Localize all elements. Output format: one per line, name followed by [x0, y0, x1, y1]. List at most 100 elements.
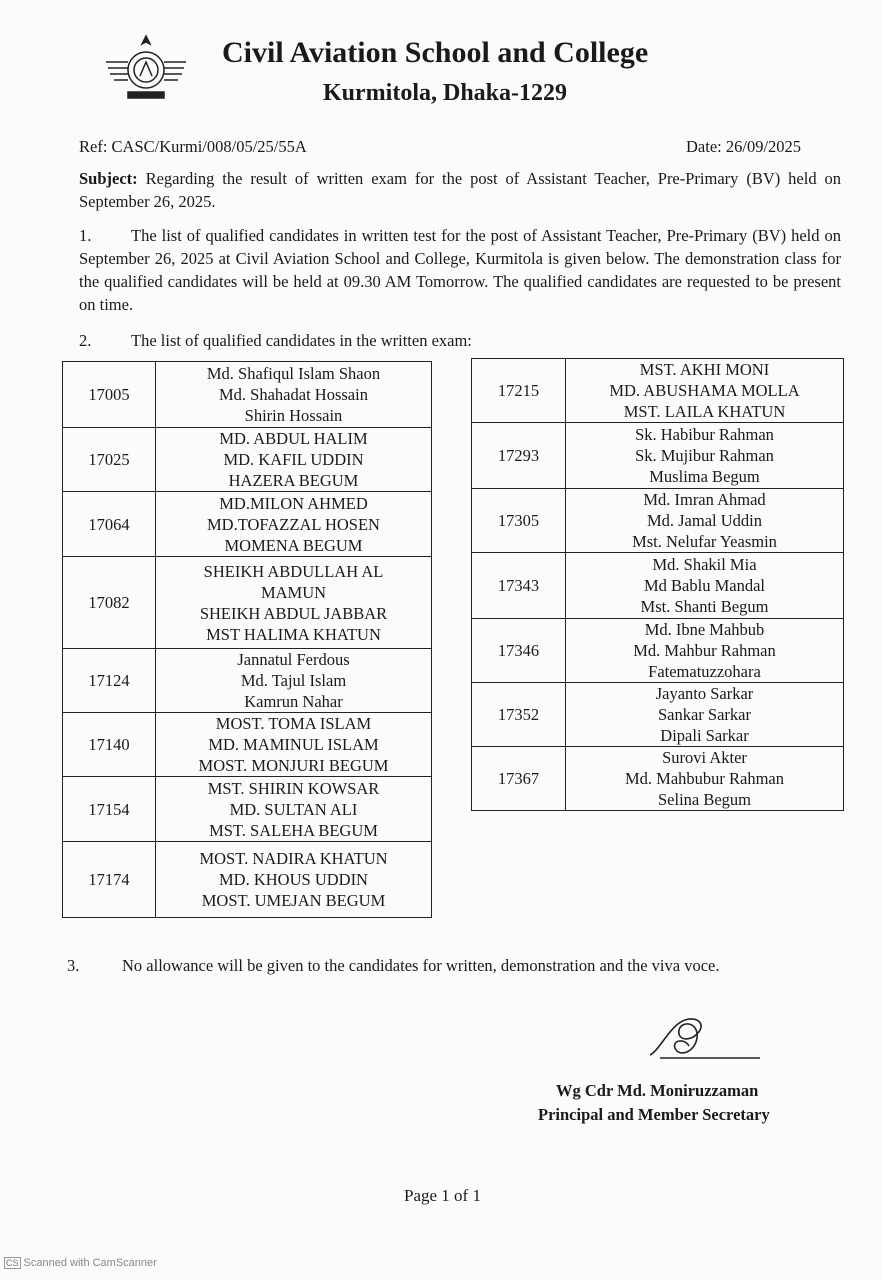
roll-number: 17005: [62, 361, 156, 428]
camscanner-icon: CS: [4, 1257, 21, 1269]
candidate-name: MST. LAILA KHATUN: [623, 402, 786, 421]
roll-number: 17346: [471, 618, 566, 683]
candidate-name: Dipali Sarkar: [660, 726, 749, 745]
candidate-name: MOST. MONJURI BEGUM: [198, 756, 389, 775]
candidate-row: 17154 MST. SHIRIN KOWSAR MD. SULTAN ALI MST…: [62, 776, 432, 842]
candidate-names: MD.MILON AHMED MD.TOFAZZAL HOSEN MOMENA BE…: [155, 491, 432, 557]
candidate-row: 17346 Md. Ibne Mahbub Md. Mahbur Rahman Fat…: [471, 618, 844, 683]
roll-number: 17174: [62, 841, 156, 918]
candidate-names: Jannatul Ferdous Md. Tajul Islam Kamrun Na…: [155, 648, 432, 713]
candidate-name: MD.TOFAZZAL HOSEN: [207, 514, 380, 534]
candidate-name: Fatematuzzohara: [648, 662, 761, 681]
candidate-name: SHEIKH ABDULLAH AL MAMUN: [203, 561, 384, 602]
scanner-text: Scanned with CamScanner: [23, 1257, 157, 1269]
candidate-names: MD. ABDUL HALIM MD. KAFIL UDDIN HAZERA BEG…: [155, 427, 432, 492]
candidate-name: Jannatul Ferdous: [237, 650, 350, 669]
subject-text: Regarding the result of written exam for…: [79, 169, 841, 211]
roll-number: 17343: [471, 552, 566, 619]
candidate-name: Sk. Mujibur Rahman: [635, 446, 774, 465]
paragraph-3: 3. No allowance will be given to the cand…: [67, 954, 719, 977]
candidate-name: MD.MILON AHMED: [219, 493, 368, 513]
candidate-name: Sk. Habibur Rahman: [635, 425, 774, 444]
roll-number: 17064: [62, 491, 156, 557]
candidate-names: Surovi Akter Md. Mahbubur Rahman Selina Be…: [565, 746, 844, 811]
candidate-name: MD. MAMINUL ISLAM: [208, 735, 379, 754]
roll-number: 17305: [471, 488, 566, 553]
candidate-names: Md. Shakil Mia Md Bablu Mandal Mst. Shanti…: [565, 552, 844, 619]
candidate-name: HAZERA BEGUM: [228, 471, 359, 490]
candidate-name: MD. ABUSHAMA MOLLA: [609, 381, 800, 400]
candidates-table-right: 17215 MST. AKHI MONI MD. ABUSHAMA MOLLA MST…: [471, 358, 844, 811]
roll-number: 17082: [62, 556, 156, 649]
paragraph-2: 2. The list of qualified candidates in th…: [79, 329, 472, 352]
subject-label: Subject:: [79, 169, 138, 188]
candidate-names: MST. SHIRIN KOWSAR MD. SULTAN ALI MST. SAL…: [155, 776, 432, 842]
candidate-row: 17064 MD.MILON AHMED MD.TOFAZZAL HOSEN MOME…: [62, 491, 432, 557]
scanner-watermark: CS Scanned with CamScanner: [4, 1257, 157, 1269]
candidate-row: 17352 Jayanto Sarkar Sankar Sarkar Dipali S…: [471, 682, 844, 747]
candidate-name: Md. Shahadat Hossain: [219, 385, 368, 404]
roll-number: 17154: [62, 776, 156, 842]
candidate-name: Jayanto Sarkar: [655, 684, 754, 703]
candidate-name: Md. Tajul Islam: [240, 671, 347, 690]
candidate-name: Md Bablu Mandal: [644, 576, 765, 595]
candidate-name: MOST. TOMA ISLAM: [215, 714, 372, 733]
candidate-name: MD. KHOUS UDDIN: [219, 870, 368, 889]
signatory-title: Principal and Member Secretary: [538, 1105, 770, 1124]
candidate-name: Sankar Sarkar: [657, 705, 751, 724]
candidate-name: MD. SULTAN ALI: [229, 799, 358, 819]
paragraph-text: No allowance will be given to the candid…: [122, 956, 720, 975]
page-title: Civil Aviation School and College: [222, 36, 649, 69]
candidate-name: Md. Imran Ahmad: [643, 490, 766, 509]
candidate-name: MOST. NADIRA KHATUN: [199, 849, 388, 868]
candidate-row: 17082 SHEIKH ABDULLAH AL MAMUN SHEIKH ABDU…: [62, 556, 432, 649]
candidate-names: Jayanto Sarkar Sankar Sarkar Dipali Sarkar: [565, 682, 844, 747]
roll-number: 17367: [471, 746, 566, 811]
candidate-row: 17305 Md. Imran Ahmad Md. Jamal Uddin Mst. …: [471, 488, 844, 553]
candidate-row: 17174 MOST. NADIRA KHATUN MD. KHOUS UDDIN M…: [62, 841, 432, 918]
paragraph-number: 1.: [79, 226, 92, 245]
candidate-names: SHEIKH ABDULLAH AL MAMUN SHEIKH ABDUL JAB…: [155, 556, 432, 649]
candidate-name: Md. Shafiqul Islam Shaon: [206, 364, 381, 383]
candidate-names: MST. AKHI MONI MD. ABUSHAMA MOLLA MST. LAI…: [565, 358, 844, 423]
page-number: Page 1 of 1: [404, 1186, 481, 1205]
reference-number: Ref: CASC/Kurmi/008/05/25/55A: [79, 137, 307, 156]
candidate-row: 17025 MD. ABDUL HALIM MD. KAFIL UDDIN HAZER…: [62, 427, 432, 492]
candidate-name: Selina Begum: [657, 790, 752, 809]
paragraph-text: The list of qualified candidates in writ…: [79, 226, 841, 314]
roll-number: 17025: [62, 427, 156, 492]
candidate-name: MST. SALEHA BEGUM: [209, 820, 378, 840]
candidate-name: MOST. UMEJAN BEGUM: [201, 891, 386, 910]
candidate-names: Md. Ibne Mahbub Md. Mahbur Rahman Fatematu…: [565, 618, 844, 683]
candidate-name: Kamrun Nahar: [244, 692, 343, 711]
candidate-names: MOST. NADIRA KHATUN MD. KHOUS UDDIN MOST. …: [155, 841, 432, 918]
candidate-names: MOST. TOMA ISLAM MD. MAMINUL ISLAM MOST. M…: [155, 712, 432, 777]
signature: [649, 1018, 760, 1059]
candidate-row: 17124 Jannatul Ferdous Md. Tajul Islam Kamr…: [62, 648, 432, 713]
candidate-name: Shirin Hossain: [244, 406, 343, 425]
candidate-name: MST. AKHI MONI: [639, 360, 770, 379]
roll-number: 17293: [471, 422, 566, 489]
candidate-name: Mst. Nelufar Yeasmin: [632, 532, 777, 551]
candidate-row: 17005 Md. Shafiqul Islam Shaon Md. Shahada…: [62, 361, 432, 428]
candidate-name: Md. Jamal Uddin: [646, 511, 763, 530]
candidate-row: 17293 Sk. Habibur Rahman Sk. Mujibur Rahma…: [471, 422, 844, 489]
candidate-row: 17215 MST. AKHI MONI MD. ABUSHAMA MOLLA MST…: [471, 358, 844, 423]
page-subtitle: Kurmitola, Dhaka-1229: [323, 80, 568, 106]
roll-number: 17140: [62, 712, 156, 777]
candidate-name: Muslima Begum: [649, 467, 760, 486]
candidate-name: MD. KAFIL UDDIN: [223, 450, 364, 469]
subject: Subject: Regarding the result of written…: [79, 167, 841, 213]
candidate-name: MST. SHIRIN KOWSAR: [207, 778, 380, 798]
roll-number: 17352: [471, 682, 566, 747]
candidate-name: SHEIKH ABDUL JABBAR: [199, 603, 388, 623]
paragraph-text: The list of qualified candidates in the …: [131, 331, 472, 350]
candidate-row: 17367 Surovi Akter Md. Mahbubur Rahman Seli…: [471, 746, 844, 811]
candidate-name: MD. ABDUL HALIM: [219, 429, 368, 448]
document-date: Date: 26/09/2025: [686, 137, 802, 156]
candidate-name: Md. Ibne Mahbub: [644, 620, 765, 639]
roll-number: 17215: [471, 358, 566, 423]
candidate-name: Md. Mahbur Rahman: [633, 641, 776, 660]
candidate-names: Md. Imran Ahmad Md. Jamal Uddin Mst. Neluf…: [565, 488, 844, 553]
paragraph-number: 3.: [67, 956, 80, 975]
